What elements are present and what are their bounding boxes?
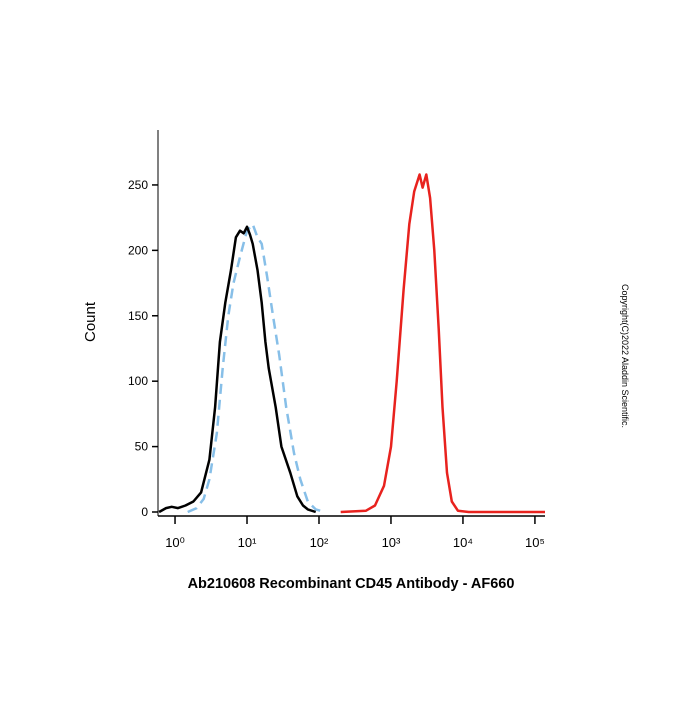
x-axis-label: Ab210608 Recombinant CD45 Antibody - AF6… (188, 576, 515, 592)
y-axis-label: Count (82, 301, 99, 342)
y-tick-label: 50 (135, 440, 149, 454)
y-tick-label: 250 (128, 178, 148, 192)
x-tick-label: 10⁰ (165, 535, 185, 550)
y-tick-label: 100 (128, 374, 148, 388)
histogram-line (187, 222, 326, 514)
copyright: Copyright(C)2022 Aladdin Scientific. (620, 284, 630, 428)
x-tick-label: 10² (310, 535, 329, 550)
histogram-line (340, 173, 545, 514)
y-tick-label: 200 (128, 243, 148, 257)
x-tick-label: 10⁵ (525, 535, 545, 550)
x-tick-label: 10¹ (238, 535, 257, 550)
y-tick-label: 0 (141, 505, 148, 519)
x-tick-label: 10³ (382, 535, 401, 550)
histogram-line (158, 225, 317, 514)
y-tick-label: 150 (128, 309, 148, 323)
x-tick-label: 10⁴ (453, 535, 473, 550)
